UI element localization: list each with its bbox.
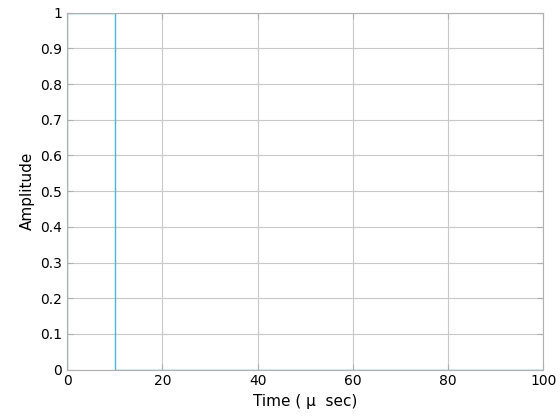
Y-axis label: Amplitude: Amplitude [20, 152, 35, 230]
X-axis label: Time ( μ  sec): Time ( μ sec) [253, 394, 357, 409]
